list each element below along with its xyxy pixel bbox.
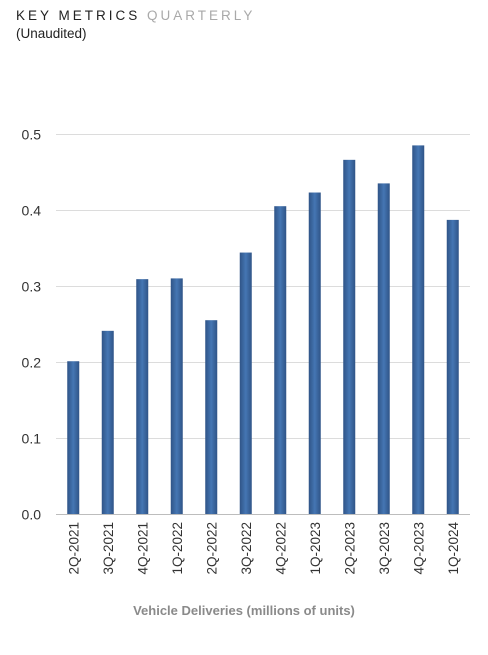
- x-tick-label: 4Q-2023: [411, 522, 426, 575]
- gridlines: [56, 134, 470, 515]
- x-tick-label: 1Q-2022: [170, 522, 185, 575]
- y-tick-label: 0.0: [22, 507, 42, 523]
- x-tick-label: 3Q-2021: [101, 522, 116, 575]
- bar-4Q-2021: [136, 279, 149, 514]
- bar-4Q-2023: [412, 145, 425, 514]
- y-tick-label: 0.4: [22, 203, 42, 219]
- x-tick-label: 2Q-2022: [204, 522, 219, 575]
- chart-header: KEY METRICS QUARTERLY (Unaudited): [16, 8, 255, 41]
- y-tick-label: 0.3: [22, 279, 42, 295]
- bar-3Q-2023: [377, 183, 390, 514]
- chart-title: KEY METRICS QUARTERLY: [16, 8, 255, 23]
- y-axis-ticks: 0.0 0.1 0.2 0.3 0.4 0.5: [22, 127, 42, 523]
- title-sub: QUARTERLY: [147, 8, 256, 23]
- x-tick-label: 2Q-2023: [342, 522, 357, 575]
- bar-2Q-2023: [343, 159, 356, 514]
- x-axis-ticks: 2Q-2021 3Q-2021 4Q-2021 1Q-2022 2Q-2022 3Q-20…: [66, 522, 461, 575]
- x-tick-label: 4Q-2022: [273, 522, 288, 575]
- bar-2Q-2022: [205, 320, 218, 514]
- x-tick-label: 4Q-2021: [135, 522, 150, 575]
- bar-4Q-2022: [274, 206, 287, 514]
- x-tick-label: 1Q-2023: [308, 522, 323, 575]
- bar-3Q-2021: [101, 330, 114, 514]
- bar-1Q-2023: [308, 192, 321, 514]
- x-axis-label: Vehicle Deliveries (millions of units): [133, 603, 355, 618]
- y-tick-label: 0.1: [22, 431, 42, 447]
- bar-1Q-2024: [446, 219, 459, 514]
- y-tick-label: 0.2: [22, 355, 42, 371]
- bars: [67, 145, 459, 514]
- bar-2Q-2021: [67, 361, 80, 514]
- title-main: KEY METRICS: [16, 8, 141, 23]
- x-tick-label: 1Q-2024: [446, 522, 461, 575]
- chart-subtitle: (Unaudited): [16, 26, 87, 41]
- bar-chart: 0.0 0.1 0.2 0.3 0.4 0.5 2Q-2021 3Q-2021 4Q-2021…: [22, 127, 470, 575]
- bar-1Q-2022: [170, 278, 183, 514]
- x-tick-label: 2Q-2021: [66, 522, 81, 575]
- x-tick-label: 3Q-2022: [239, 522, 254, 575]
- x-tick-label: 3Q-2023: [377, 522, 392, 575]
- y-tick-label: 0.5: [22, 127, 42, 143]
- bar-3Q-2022: [239, 252, 252, 514]
